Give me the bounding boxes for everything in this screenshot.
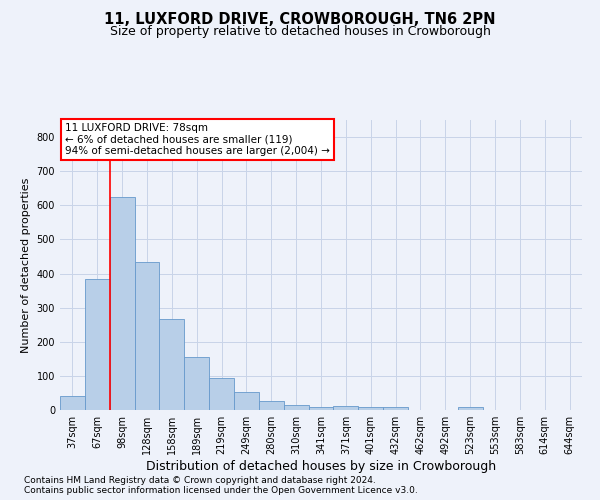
Bar <box>110 197 134 410</box>
Bar <box>234 392 259 410</box>
Bar <box>358 406 383 410</box>
Bar <box>160 318 184 410</box>
Bar <box>209 378 234 410</box>
Text: 11, LUXFORD DRIVE, CROWBOROUGH, TN6 2PN: 11, LUXFORD DRIVE, CROWBOROUGH, TN6 2PN <box>104 12 496 28</box>
Text: 11 LUXFORD DRIVE: 78sqm
← 6% of detached houses are smaller (119)
94% of semi-de: 11 LUXFORD DRIVE: 78sqm ← 6% of detached… <box>65 123 330 156</box>
Bar <box>308 406 334 410</box>
Bar <box>134 262 160 410</box>
X-axis label: Distribution of detached houses by size in Crowborough: Distribution of detached houses by size … <box>146 460 496 473</box>
Bar <box>284 405 308 410</box>
Text: Contains HM Land Registry data © Crown copyright and database right 2024.: Contains HM Land Registry data © Crown c… <box>24 476 376 485</box>
Bar <box>383 408 408 410</box>
Bar <box>334 406 358 410</box>
Bar <box>259 401 284 410</box>
Bar <box>458 408 482 410</box>
Bar <box>184 357 209 410</box>
Bar <box>60 396 85 410</box>
Text: Contains public sector information licensed under the Open Government Licence v3: Contains public sector information licen… <box>24 486 418 495</box>
Y-axis label: Number of detached properties: Number of detached properties <box>21 178 31 352</box>
Text: Size of property relative to detached houses in Crowborough: Size of property relative to detached ho… <box>110 25 490 38</box>
Bar <box>85 278 110 410</box>
